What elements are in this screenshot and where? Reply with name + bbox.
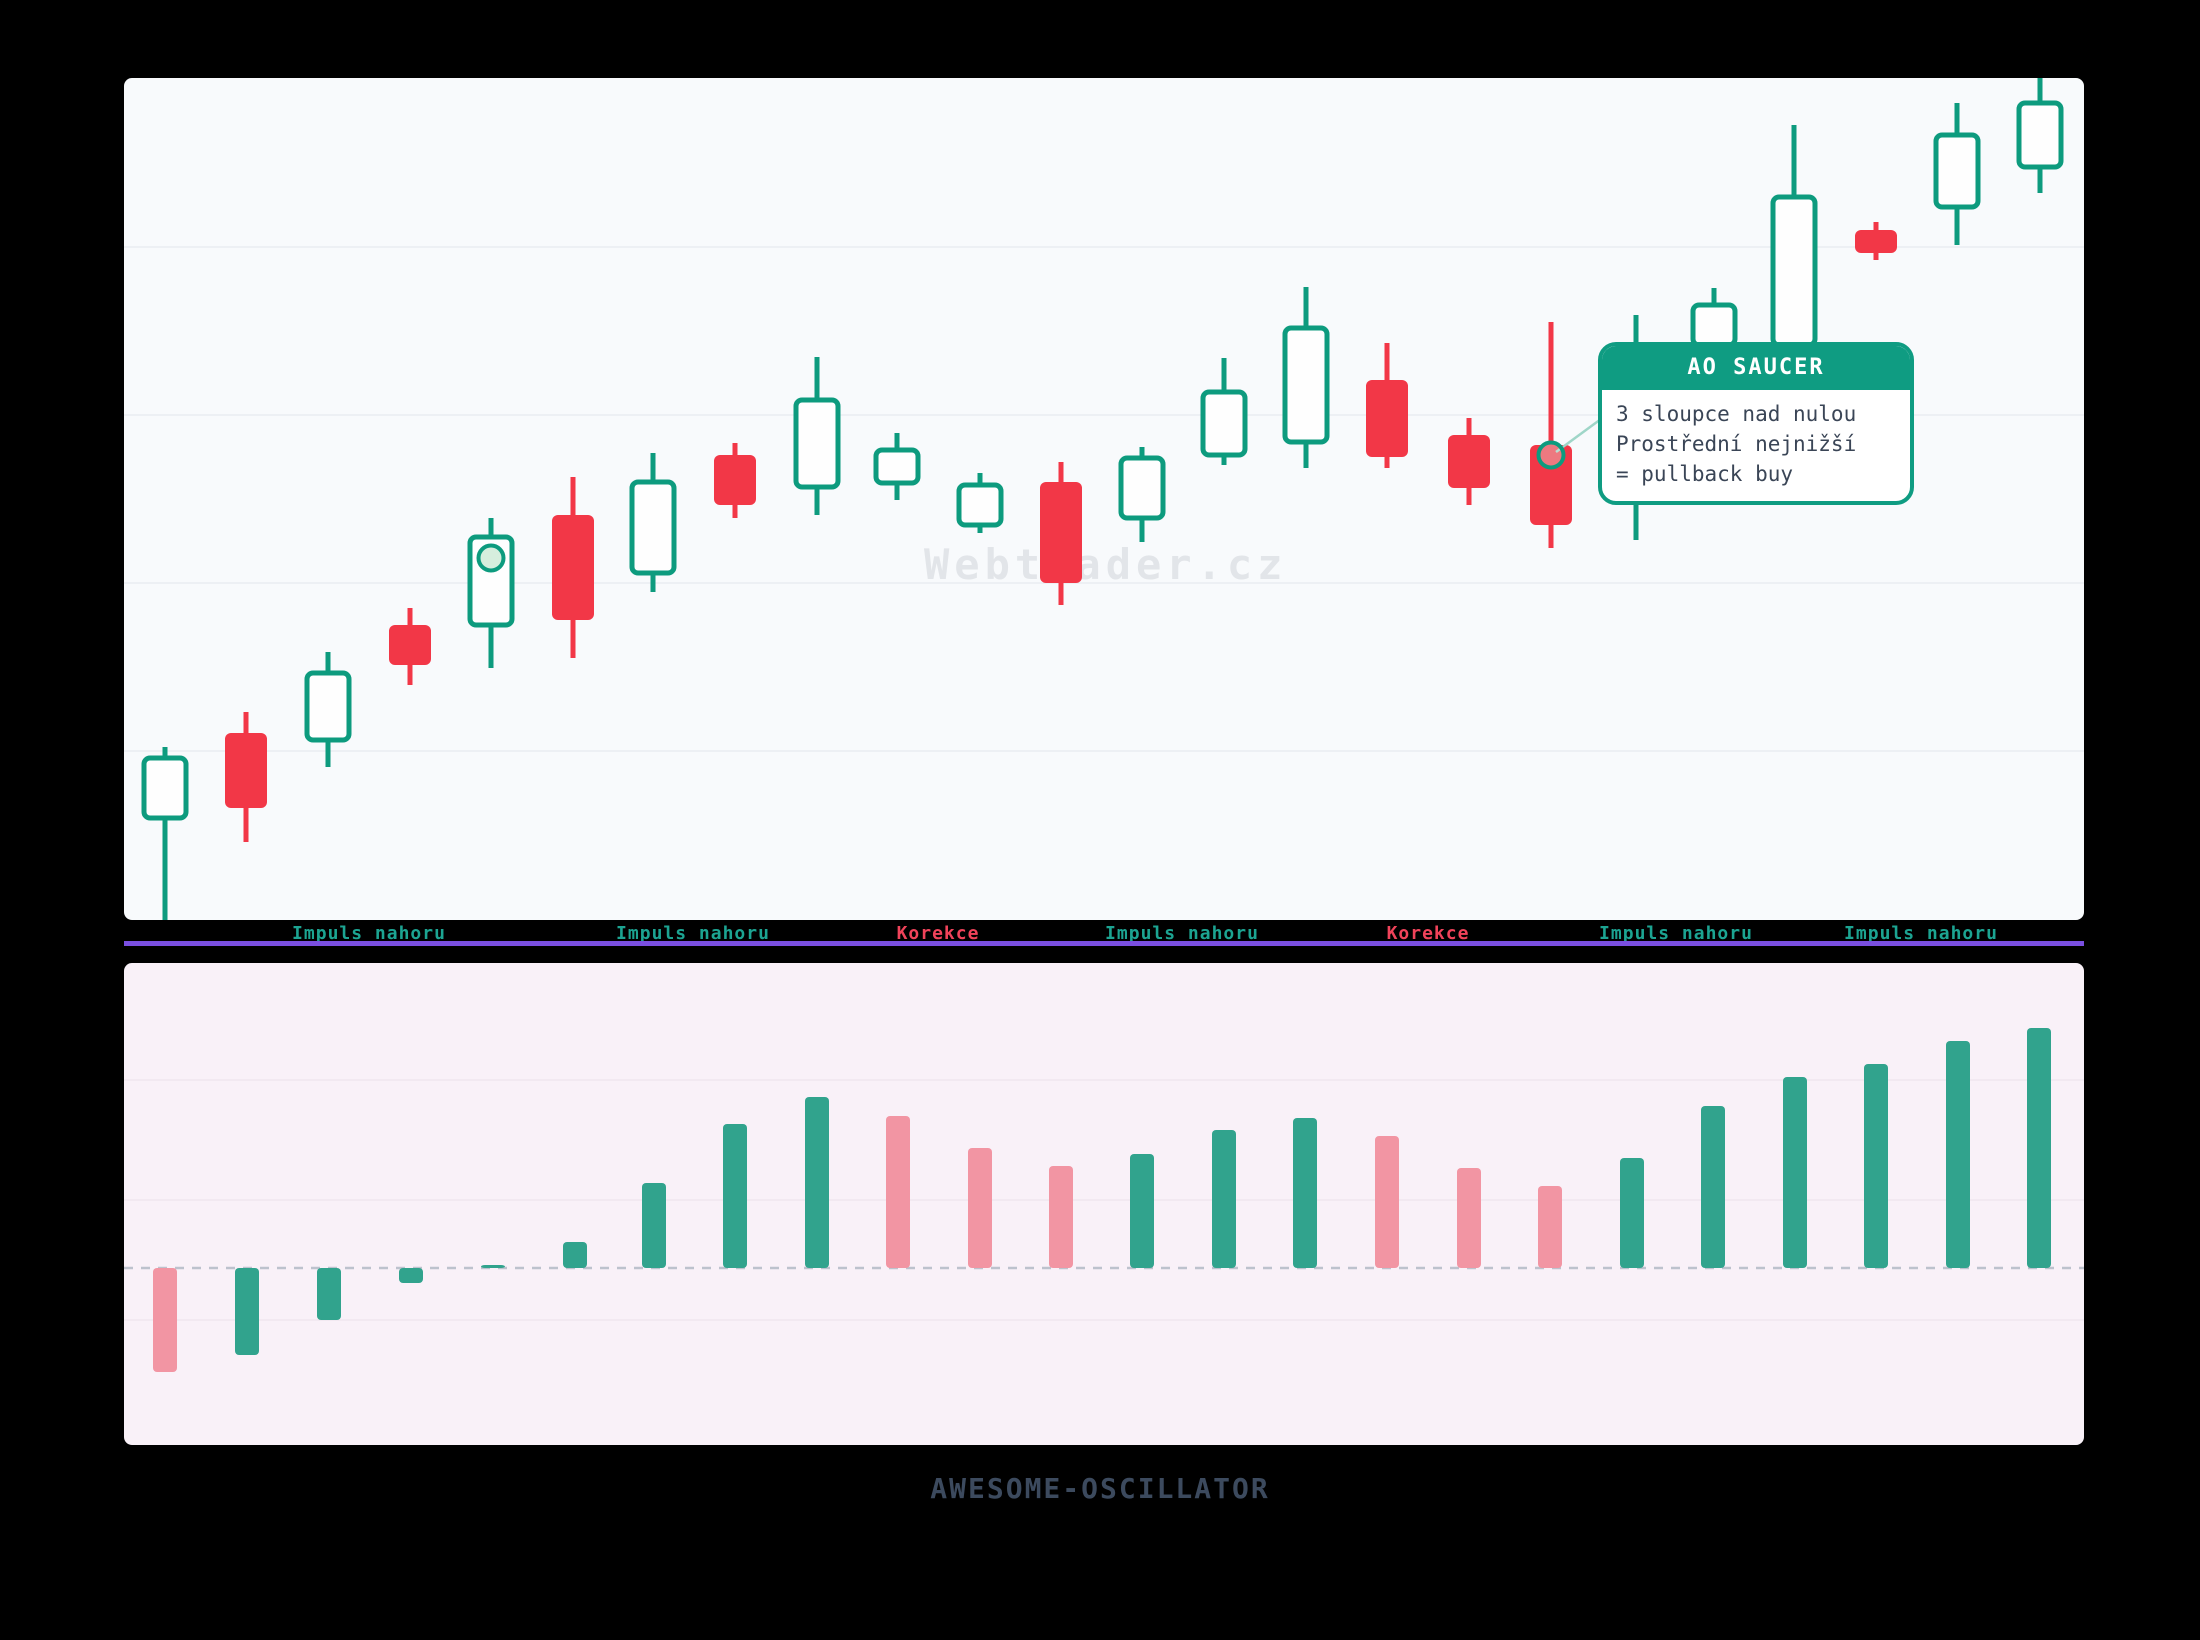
tooltip-title: AO SAUCER xyxy=(1602,346,1910,390)
ao-bar-up xyxy=(1864,1064,1888,1268)
candle-body-up xyxy=(1200,389,1248,458)
candle-body-down xyxy=(552,515,594,620)
candle-body-up xyxy=(1282,325,1330,445)
ao-bar-up xyxy=(563,1242,587,1268)
ao-bar-up xyxy=(1783,1077,1807,1268)
ao-bar-down xyxy=(1538,1186,1562,1268)
phase-label-korekce: Korekce xyxy=(1386,923,1470,944)
ao-bar-up xyxy=(317,1268,341,1320)
candle-body-up xyxy=(1690,302,1738,348)
ao-bar-up xyxy=(1701,1106,1725,1268)
ao-bar-down xyxy=(1457,1168,1481,1268)
separator-line xyxy=(124,941,2084,946)
candle-body-up xyxy=(141,755,189,821)
phase-label-impuls: Impuls nahoru xyxy=(292,923,446,944)
ao-bar-down xyxy=(968,1148,992,1268)
ao-bar-up xyxy=(1212,1130,1236,1268)
ao-bar-down xyxy=(153,1268,177,1372)
tooltip-body: 3 sloupce nad nulou Prostřední nejnižší … xyxy=(1602,390,1910,501)
candle-body-up xyxy=(1770,194,1818,348)
candlestick-chart[interactable] xyxy=(124,78,2084,920)
ao-bar-up xyxy=(235,1268,259,1355)
phase-label-impuls: Impuls nahoru xyxy=(1599,923,1753,944)
ao-bar-up xyxy=(1946,1041,1970,1268)
ao-bar-down xyxy=(1049,1166,1073,1268)
candle-body-down xyxy=(1366,380,1408,457)
ao-bar-up xyxy=(2027,1028,2051,1268)
ao-bar-down xyxy=(886,1116,910,1268)
saucer-signal-marker xyxy=(1536,440,1566,470)
ao-saucer-tooltip: AO SAUCER 3 sloupce nad nulou Prostřední… xyxy=(1598,342,1914,505)
candle-body-up xyxy=(873,447,921,486)
tooltip-pointer-line xyxy=(1555,417,1602,454)
phase-label-impuls: Impuls nahoru xyxy=(616,923,770,944)
phase-label-impuls: Impuls nahoru xyxy=(1844,923,1998,944)
candle-body-down xyxy=(389,625,431,665)
tooltip-line-3: = pullback buy xyxy=(1616,462,1794,486)
candle-body-up xyxy=(304,670,352,743)
ao-bar-up xyxy=(1293,1118,1317,1268)
phase-label-impuls: Impuls nahoru xyxy=(1105,923,1259,944)
candle-body-up xyxy=(1118,455,1166,521)
candle-body-up xyxy=(793,397,841,490)
saucer-signal-marker xyxy=(476,543,506,573)
ao-bar-up xyxy=(642,1183,666,1268)
candle-body-up xyxy=(1933,132,1981,210)
tooltip-line-2: Prostřední nejnižší xyxy=(1616,432,1857,456)
ao-bar-up xyxy=(399,1268,423,1283)
candle-body-down xyxy=(1040,482,1082,583)
page-title: AWESOME-OSCILLATOR xyxy=(930,1472,1270,1505)
tooltip-line-1: 3 sloupce nad nulou xyxy=(1616,402,1857,426)
ao-bar-up xyxy=(723,1124,747,1268)
ao-bar-down xyxy=(1375,1136,1399,1268)
candle-body-down xyxy=(1448,435,1490,488)
candle-body-down xyxy=(225,733,267,808)
candle-body-down xyxy=(714,455,756,505)
awesome-oscillator-chart[interactable] xyxy=(124,963,2084,1445)
candle-body-down xyxy=(1855,230,1897,253)
ao-bar-up xyxy=(805,1097,829,1268)
watermark: Webtrader.cz xyxy=(924,540,1288,589)
ao-bar-up xyxy=(481,1265,505,1268)
candle-body-up xyxy=(629,479,677,576)
candle-body-up xyxy=(956,482,1004,528)
oscillator-panel xyxy=(124,963,2084,1445)
ao-bar-up xyxy=(1130,1154,1154,1268)
candle-body-up xyxy=(2016,100,2064,170)
phase-label-korekce: Korekce xyxy=(896,923,980,944)
ao-bar-up xyxy=(1620,1158,1644,1268)
